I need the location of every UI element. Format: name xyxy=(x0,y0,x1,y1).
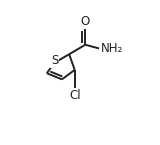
Text: Cl: Cl xyxy=(69,89,80,102)
Text: S: S xyxy=(51,54,58,67)
Text: NH₂: NH₂ xyxy=(100,42,123,55)
Text: O: O xyxy=(81,15,90,28)
